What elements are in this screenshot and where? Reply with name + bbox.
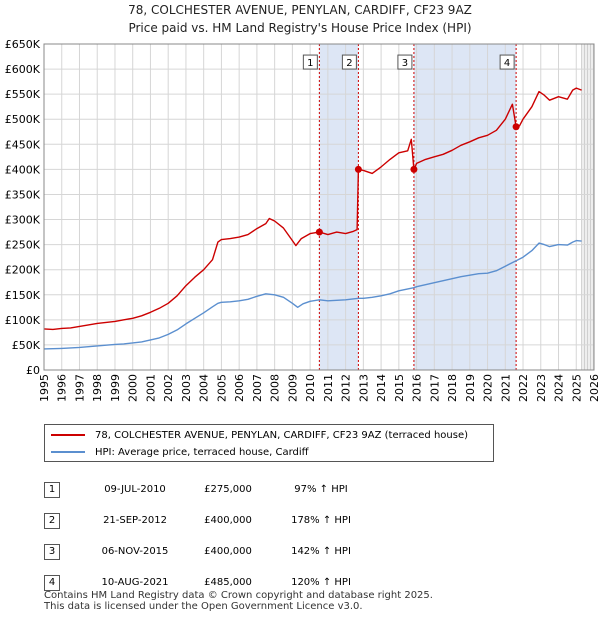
legend-swatch-price xyxy=(51,434,85,436)
transaction-price: £400,000 xyxy=(204,515,252,526)
y-tick-label: £550K xyxy=(5,88,41,101)
y-tick-label: £500K xyxy=(5,113,41,126)
price-chart: 78, COLCHESTER AVENUE, PENYLAN, CARDIFF,… xyxy=(5,3,600,402)
x-tick-label: 2019 xyxy=(464,374,477,402)
footer-line1: Contains HM Land Registry data © Crown c… xyxy=(44,590,433,601)
transaction-date: 09-JUL-2010 xyxy=(104,484,166,495)
legend-label-hpi: HPI: Average price, terraced house, Card… xyxy=(95,446,309,458)
x-tick-label: 2013 xyxy=(357,374,370,402)
transaction-price: £400,000 xyxy=(204,546,252,557)
transaction-row: 4 10-AUG-2021 £485,000 120% ↑ HPI xyxy=(44,567,376,598)
x-tick-label: 2026 xyxy=(588,374,600,402)
x-tick-label: 2012 xyxy=(340,374,353,402)
x-tick-label: 2025 xyxy=(570,374,583,402)
sale-point-4 xyxy=(512,123,520,131)
x-tick-label: 2024 xyxy=(553,374,566,402)
transaction-hpi-change: 178% ↑ HPI xyxy=(291,515,351,526)
hpi-line xyxy=(43,239,582,350)
y-tick-label: £400K xyxy=(5,163,41,176)
footer-note: Contains HM Land Registry data © Crown c… xyxy=(44,590,433,612)
y-tick-label: £300K xyxy=(5,214,41,227)
transaction-date: 06-NOV-2015 xyxy=(101,546,169,557)
transaction-number: 1 xyxy=(44,481,60,498)
y-tick-label: £0 xyxy=(26,364,40,377)
x-tick-label: 2003 xyxy=(180,374,193,402)
transaction-hpi-change: 120% ↑ HPI xyxy=(291,577,351,588)
x-tick-label: 2022 xyxy=(517,374,530,402)
sale-label-box-1 xyxy=(302,54,318,70)
x-tick-label: 2002 xyxy=(162,374,175,402)
chart-title-line2: Price paid vs. HM Land Registry's House … xyxy=(128,21,471,35)
x-tick-label: 2005 xyxy=(215,374,228,402)
sale-point-1 xyxy=(315,228,323,236)
y-tick-label: £150K xyxy=(5,289,41,302)
sale-point-2 xyxy=(354,165,362,173)
transactions-table: 1 09-JUL-2010 £275,000 97% ↑ HPI 2 21-SEP-201… xyxy=(44,474,376,598)
transaction-row: 3 06-NOV-2015 £400,000 142% ↑ HPI xyxy=(44,536,376,567)
transaction-row: 1 09-JUL-2010 £275,000 97% ↑ HPI xyxy=(44,474,376,505)
x-tick-label: 2000 xyxy=(127,374,140,402)
sale-point-3 xyxy=(410,165,418,173)
transaction-hpi-change: 97% ↑ HPI xyxy=(294,484,348,495)
transaction-date: 21-SEP-2012 xyxy=(103,515,167,526)
x-tick-label: 2015 xyxy=(393,374,406,402)
transaction-number: 4 xyxy=(44,574,60,591)
shaded-period-2 xyxy=(413,44,517,370)
x-tick-label: 2020 xyxy=(482,374,495,402)
x-tick-label: 2014 xyxy=(375,374,388,402)
y-tick-label: £450K xyxy=(5,138,41,151)
x-tick-label: 1998 xyxy=(91,374,104,402)
y-tick-label: £200K xyxy=(5,264,41,277)
transaction-price: £275,000 xyxy=(204,484,252,495)
chart-legend: 78, COLCHESTER AVENUE, PENYLAN, CARDIFF,… xyxy=(44,424,494,462)
x-tick-label: 2008 xyxy=(269,374,282,402)
sale-label-box-4 xyxy=(499,54,515,70)
transaction-row: 2 21-SEP-2012 £400,000 178% ↑ HPI xyxy=(44,505,376,536)
y-tick-label: £600K xyxy=(5,63,41,76)
x-tick-label: 2017 xyxy=(428,374,441,402)
y-tick-label: £50K xyxy=(12,339,41,352)
x-tick-label: 1997 xyxy=(73,374,86,402)
shaded-period-1 xyxy=(319,44,359,370)
x-tick-label: 2011 xyxy=(322,374,335,402)
plot-frame xyxy=(43,43,595,371)
transaction-date: 10-AUG-2021 xyxy=(101,577,169,588)
transaction-hpi-change: 142% ↑ HPI xyxy=(291,546,351,557)
y-tick-label: £100K xyxy=(5,314,41,327)
legend-swatch-hpi xyxy=(51,451,85,453)
chart-title-line1: 78, COLCHESTER AVENUE, PENYLAN, CARDIFF,… xyxy=(128,3,472,17)
sale-label-1: 1 xyxy=(307,58,313,69)
transaction-number: 3 xyxy=(44,543,60,560)
sale-label-3: 3 xyxy=(402,58,408,69)
y-tick-label: £250K xyxy=(5,239,41,252)
x-tick-label: 2018 xyxy=(446,374,459,402)
x-tick-label: 1996 xyxy=(56,374,69,402)
price-paid-line xyxy=(43,87,582,331)
x-tick-label: 2021 xyxy=(499,374,512,402)
legend-item-hpi: HPI: Average price, terraced house, Card… xyxy=(51,444,309,460)
legend-label-price: 78, COLCHESTER AVENUE, PENYLAN, CARDIFF,… xyxy=(95,429,469,441)
x-tick-label: 2010 xyxy=(304,374,317,402)
x-tick-label: 2009 xyxy=(286,374,299,402)
x-tick-label: 2007 xyxy=(251,374,264,402)
x-tick-label: 2004 xyxy=(198,374,211,402)
sale-label-box-2 xyxy=(341,54,357,70)
footer-line2: This data is licensed under the Open Gov… xyxy=(44,601,363,612)
transaction-price: £485,000 xyxy=(204,577,252,588)
sale-label-4: 4 xyxy=(504,58,510,69)
legend-item-price: 78, COLCHESTER AVENUE, PENYLAN, CARDIFF,… xyxy=(51,427,468,443)
y-tick-label: £650K xyxy=(5,38,41,51)
x-tick-label: 2023 xyxy=(535,374,548,402)
sale-label-2: 2 xyxy=(346,58,352,69)
x-tick-label: 1999 xyxy=(109,374,122,402)
x-tick-label: 2016 xyxy=(411,374,424,402)
transaction-number: 2 xyxy=(44,512,60,529)
sale-label-box-3 xyxy=(397,54,413,70)
x-tick-label: 2006 xyxy=(233,374,246,402)
y-tick-label: £350K xyxy=(5,188,41,201)
x-tick-label: 1995 xyxy=(38,374,51,402)
x-tick-label: 2001 xyxy=(144,374,157,402)
